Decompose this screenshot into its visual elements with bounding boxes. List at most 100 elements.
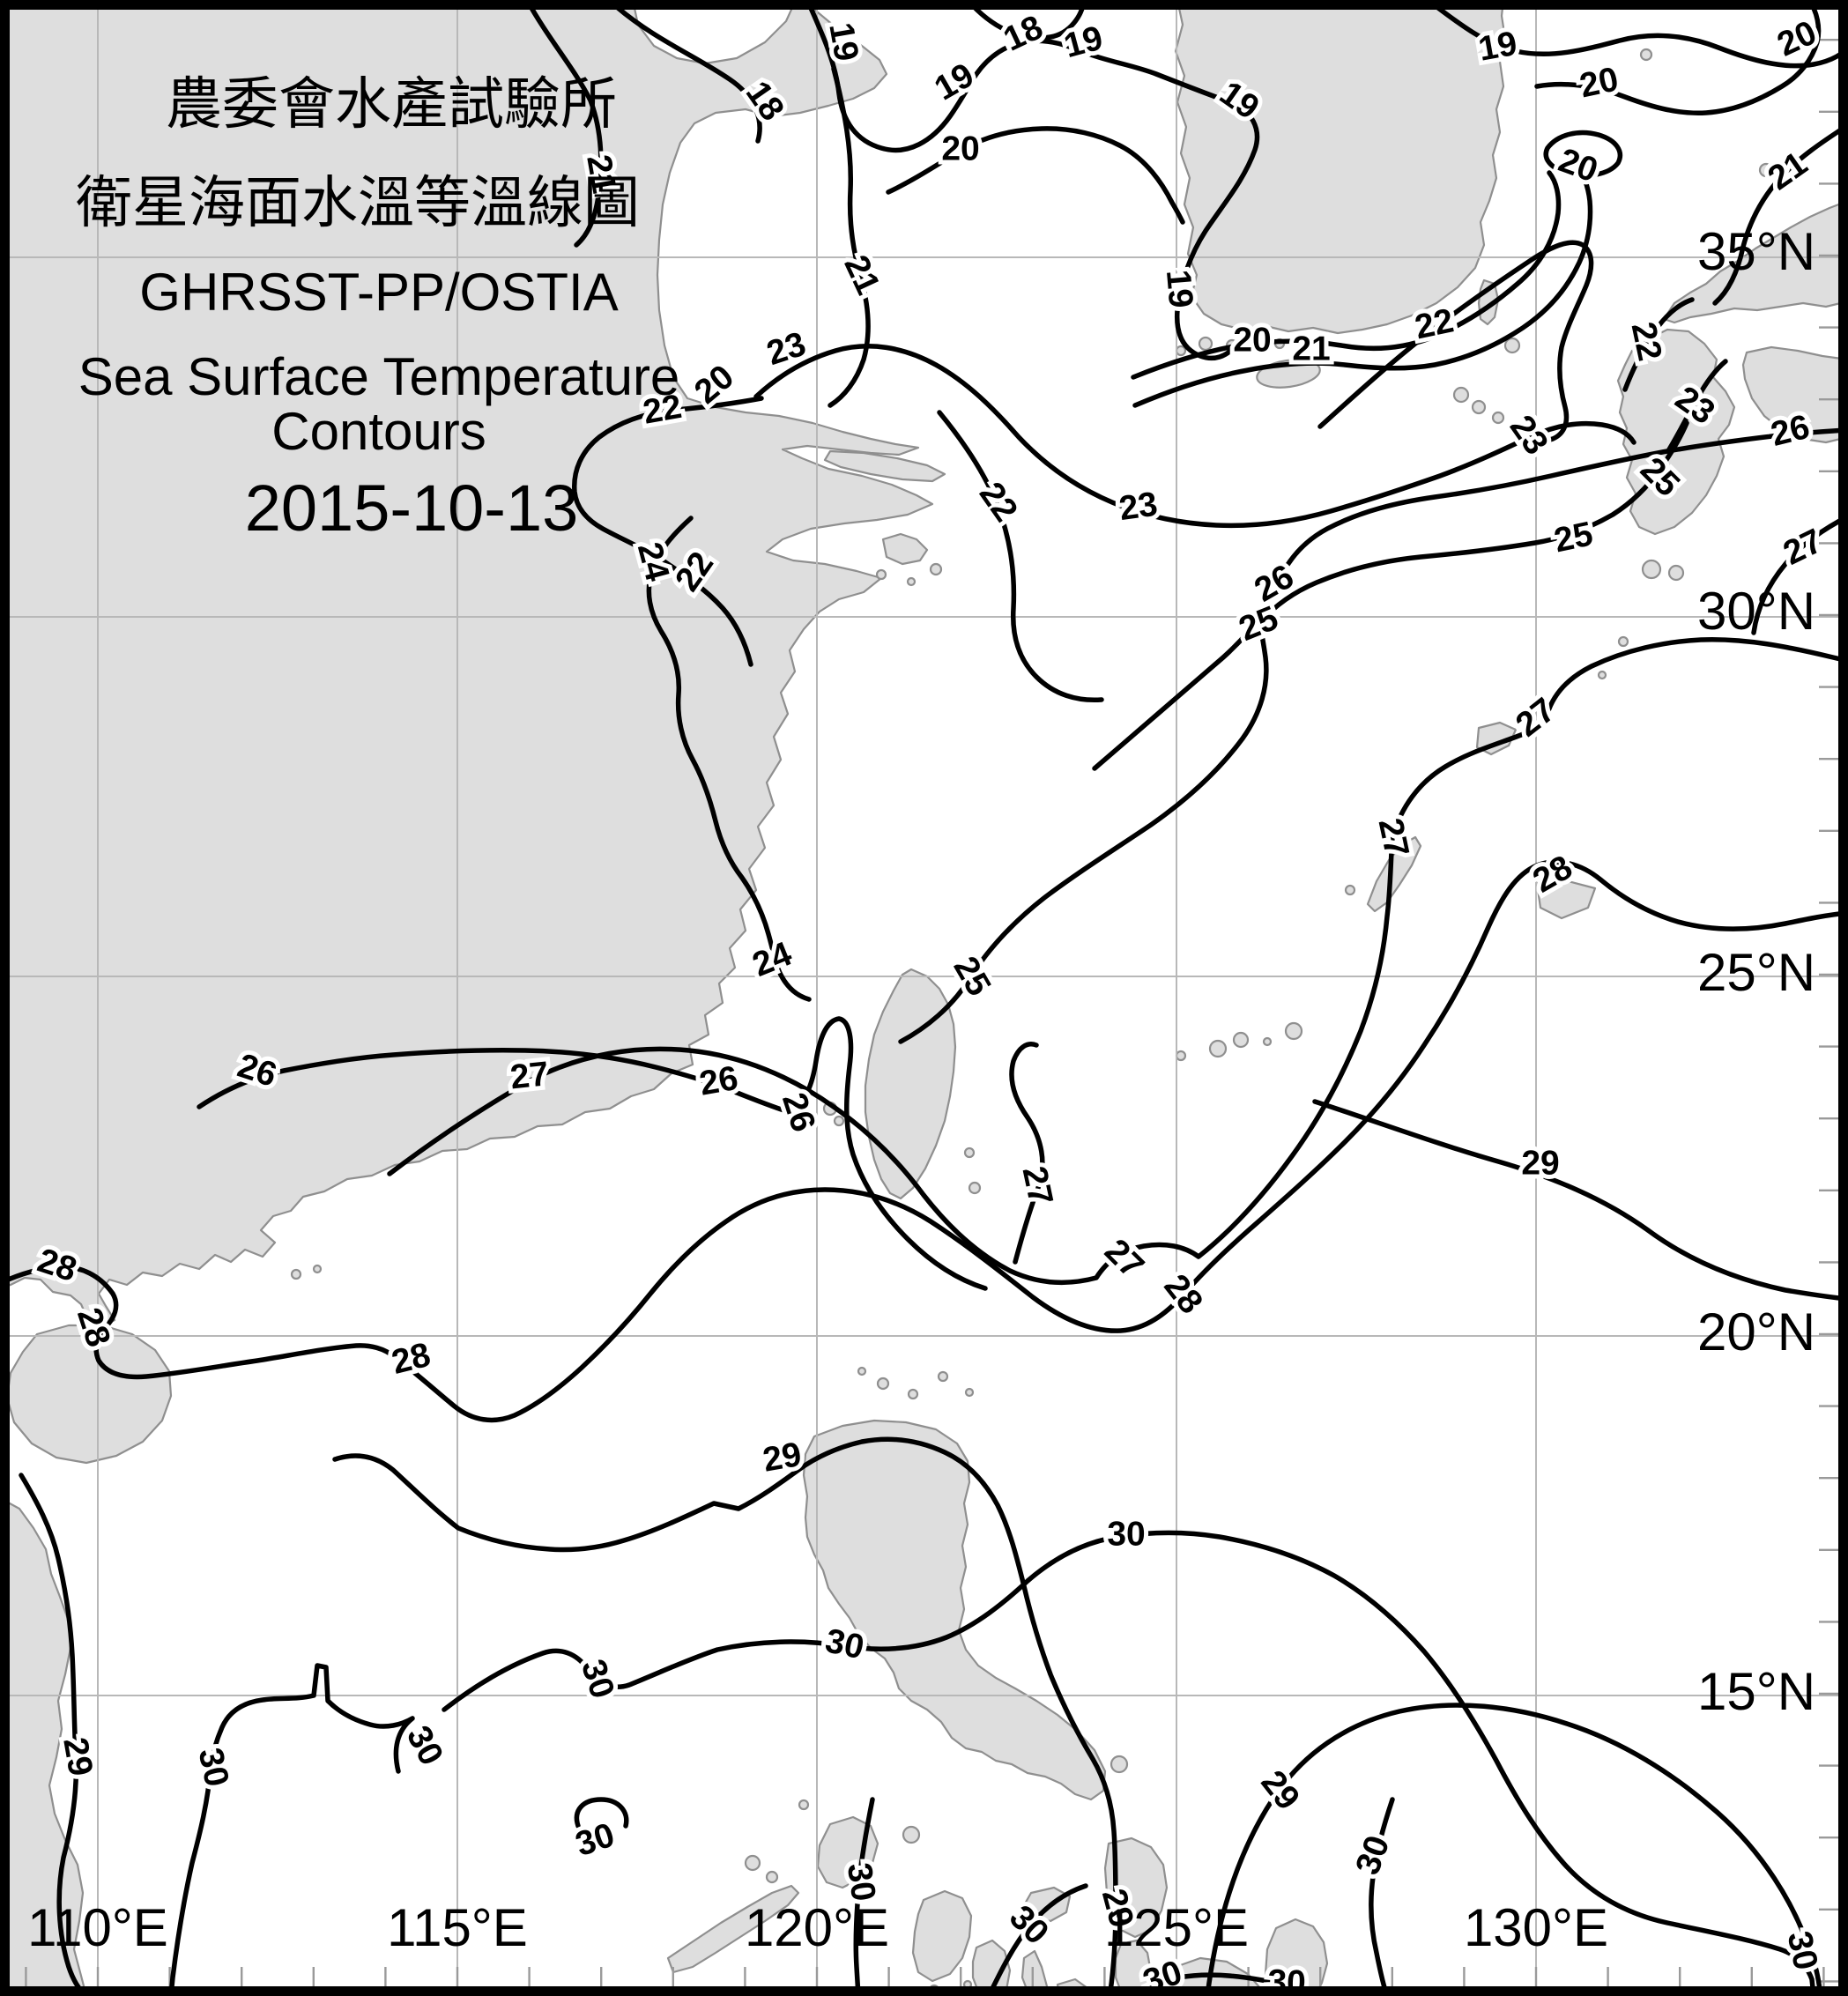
islet [1617, 635, 1629, 648]
contour-label: 20 [941, 130, 979, 167]
isotherm-line [937, 410, 1104, 703]
islet [1667, 564, 1685, 582]
islet [1344, 884, 1356, 896]
isotherm-line [524, 0, 604, 248]
latitude-label: 30°N [1697, 582, 1815, 641]
islet [1110, 1755, 1129, 1774]
isotherm-line [986, 1883, 1088, 1996]
isotherm-line [1369, 1797, 1395, 1996]
isotherm-line [898, 420, 1689, 1044]
contour-label: 26 [697, 1059, 741, 1103]
islet [857, 1366, 867, 1376]
isotherm-line [614, 4, 762, 144]
contour-label: 27 [1371, 815, 1416, 860]
isotherm-line [1205, 1703, 1823, 1996]
contour-label: 27 [1015, 1163, 1060, 1208]
map-date: 2015-10-13 [245, 471, 579, 545]
landmass [1366, 835, 1422, 913]
islet [1597, 670, 1607, 680]
landmass [1174, 0, 1507, 335]
isotherm-line [19, 1473, 89, 1996]
latitude-label: 20°N [1697, 1302, 1815, 1362]
islet [1284, 1021, 1303, 1041]
isotherm-line [332, 1436, 1118, 1996]
isotherm-line [1666, 359, 1728, 452]
isotherm-line [0, 859, 1848, 1423]
islet [833, 1115, 845, 1127]
landmass [0, 1496, 88, 1996]
landmass [802, 1419, 1107, 1801]
islet [1471, 399, 1487, 415]
contour-label: 30 [1107, 1515, 1145, 1553]
contour-label: 20 [1577, 60, 1622, 105]
contour-label: 29 [56, 1735, 100, 1779]
longitude-label: 115°E [387, 1898, 528, 1957]
islet [744, 1854, 761, 1872]
islet [964, 1387, 975, 1398]
islet [1262, 1036, 1273, 1047]
islet [937, 1370, 949, 1383]
isotherm-line [1425, 0, 1848, 69]
islet [1232, 1031, 1250, 1049]
isotherm-line [1092, 427, 1848, 771]
islet [1758, 162, 1774, 178]
landmass [881, 532, 929, 566]
islet [902, 1825, 921, 1844]
landmass [1741, 345, 1848, 444]
landmass [1264, 1918, 1329, 1996]
latitude-label: 15°N [1697, 1662, 1815, 1721]
isotherm-line [387, 636, 1848, 1285]
islet [290, 1268, 302, 1280]
isotherm-line [1751, 514, 1848, 635]
contour-label: 30 [1780, 1928, 1825, 1973]
islet [875, 568, 887, 581]
islet [312, 1264, 323, 1274]
contour-label: 30 [822, 1621, 867, 1666]
islet [1491, 411, 1505, 425]
islet [963, 1146, 976, 1159]
islet [907, 1388, 919, 1400]
isotherm-line [965, 0, 1087, 41]
isotherm-line [828, 66, 871, 408]
isotherm-line [574, 1797, 629, 1829]
landmass [1103, 1836, 1169, 1939]
isotherm-line [1712, 122, 1848, 306]
isotherm-line [168, 1663, 415, 1996]
isotherm-line [805, 0, 1260, 361]
islet [1452, 386, 1470, 404]
islet [1503, 337, 1521, 354]
latitude-label: 25°N [1697, 943, 1815, 1002]
landmass [823, 449, 946, 483]
isotherm-line [1132, 161, 1593, 408]
islet [798, 1799, 810, 1811]
islet [968, 1181, 982, 1195]
contour-label: 19 [821, 20, 865, 64]
landmass [0, 0, 934, 1329]
isotherm-line [1009, 1042, 1045, 1265]
contour-label: 23 [1117, 486, 1160, 529]
islet [765, 1870, 779, 1884]
isotherm-line [1543, 130, 1623, 178]
landmass [864, 968, 957, 1200]
contour-label: 30 [840, 1860, 883, 1903]
isotherm-line [753, 344, 1636, 529]
latitude-label: 35°N [1697, 222, 1815, 281]
isotherm-line [1622, 297, 1695, 392]
isotherm-line [1312, 1099, 1848, 1302]
title-line-chinese-2: 衛星海面水溫等溫線圖 [76, 171, 640, 234]
contour-label: 19 [1476, 25, 1520, 69]
longitude-label: 125°E [1104, 1898, 1249, 1957]
contour-label: 29 [1521, 1144, 1559, 1182]
map-title-block: 農委會水產試驗所 衛星海面水溫等溫線圖 GHRSST-PP/OSTIA Sea … [76, 72, 679, 545]
landmass [666, 1884, 800, 1974]
contour-label: 22 [1412, 301, 1457, 346]
islet [906, 576, 917, 587]
title-line-chinese-1: 農委會水產試驗所 [166, 72, 617, 136]
contour-label: 20 [1233, 321, 1271, 359]
longitude-label: 110°E [27, 1898, 168, 1957]
title-line-english-1: Sea Surface Temperature [78, 347, 680, 406]
